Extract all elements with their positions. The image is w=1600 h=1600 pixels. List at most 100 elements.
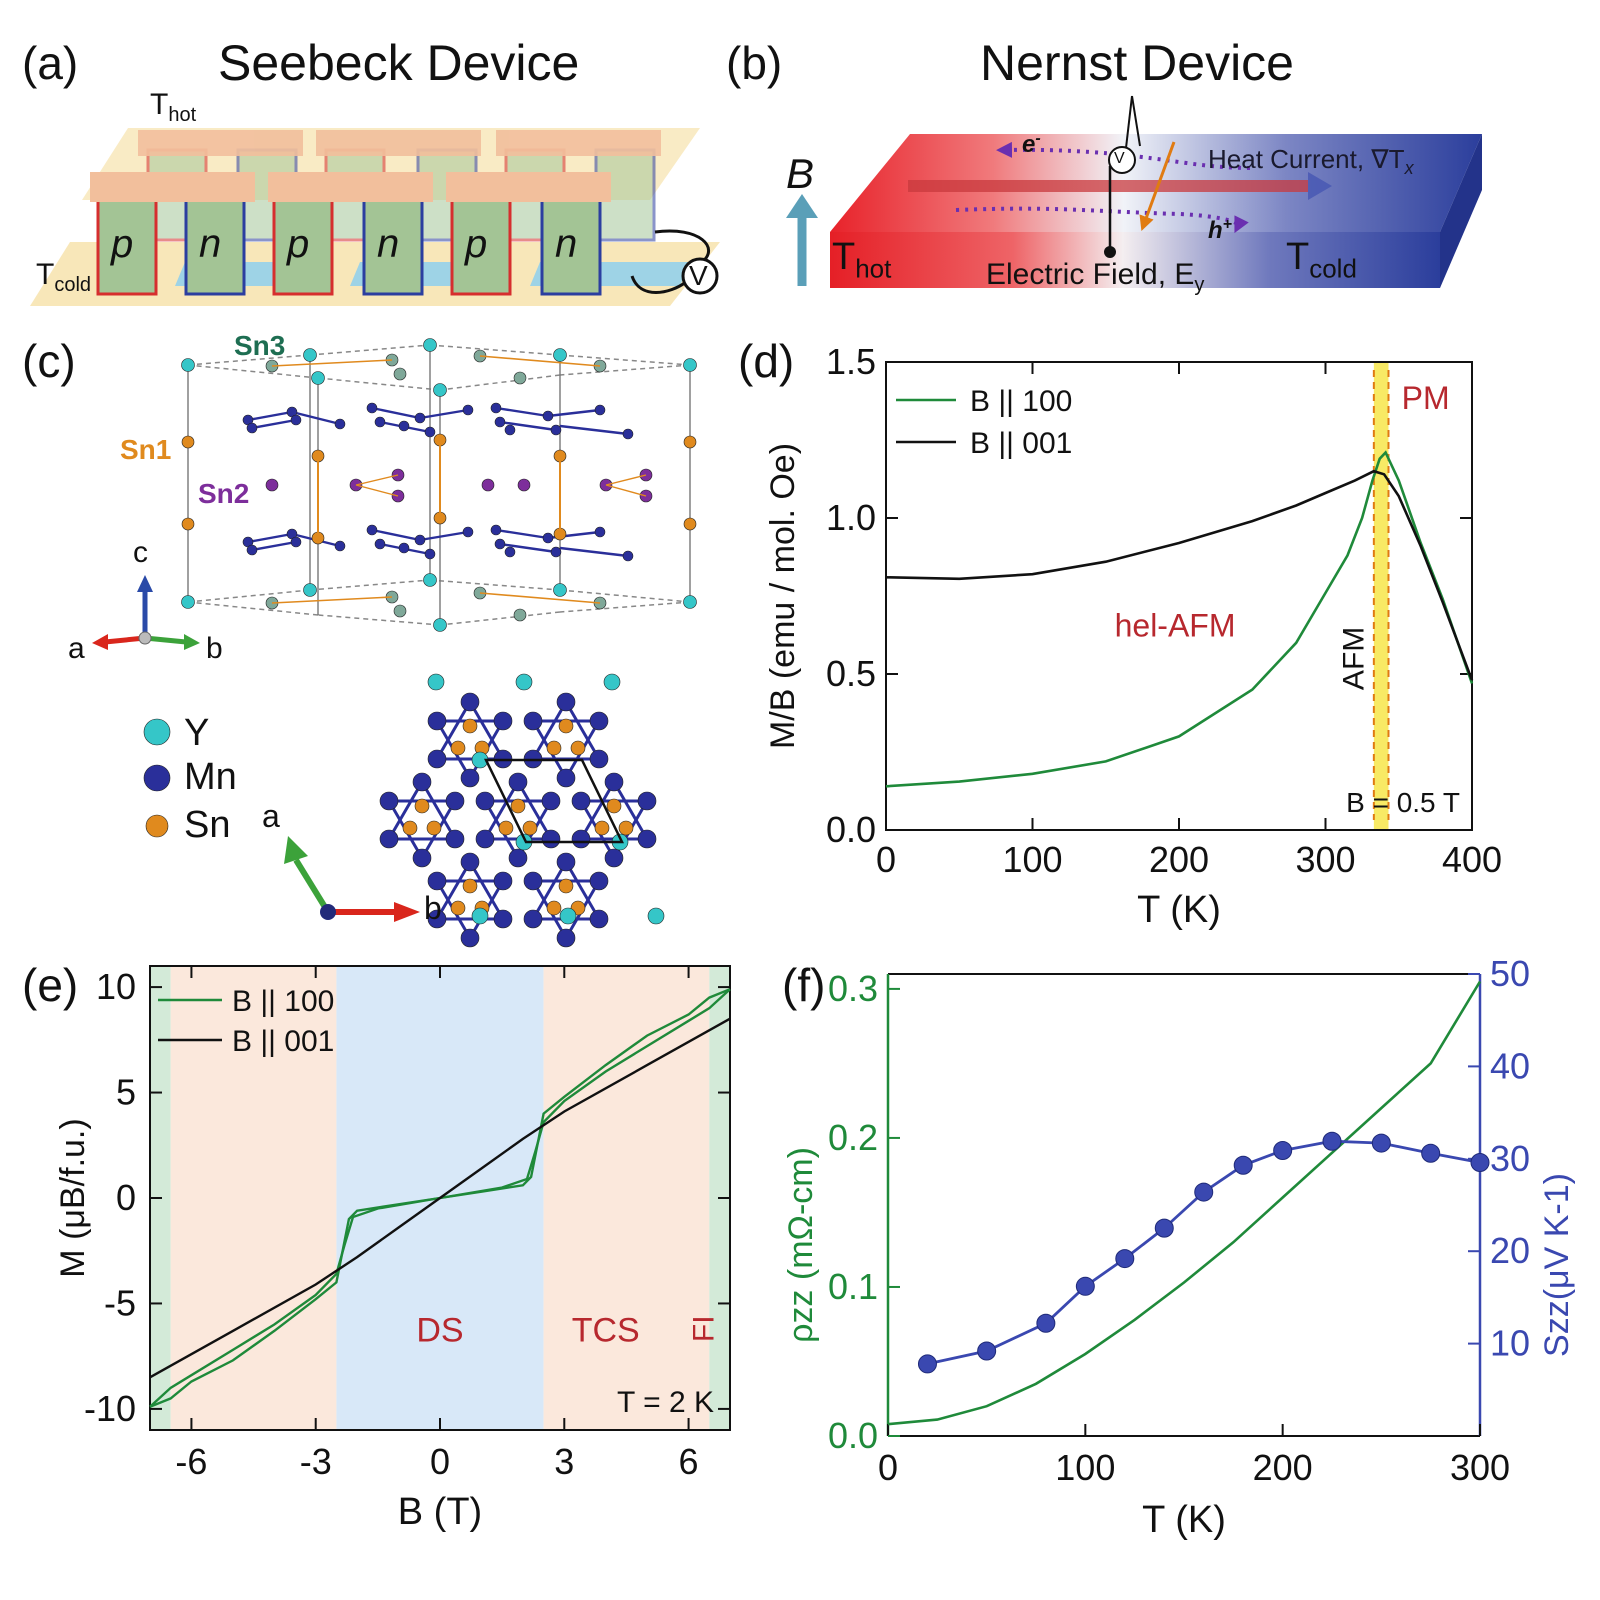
region-label-ds: DS [416,1311,463,1349]
bond [317,377,441,391]
x-tick-label: 0 [876,839,896,880]
bond [187,364,319,379]
t-cold-label: Tcold [36,258,92,296]
axis-b-arrow [144,635,187,645]
legend-label-0: B || 100 [232,985,334,1018]
sn-atom [510,798,526,814]
right-y-tick-label: 30 [1490,1138,1530,1179]
legend-mn-label: Mn [184,756,237,798]
y-atom [603,673,621,691]
axis-2d-b-label: b [424,890,442,926]
mn-atom [490,402,502,414]
bond [187,601,319,616]
mn-atom [290,414,302,426]
mn-atom [445,829,465,849]
axis-2d-a-label: a [262,798,280,834]
mn-atom [508,772,528,792]
mn-atom [589,749,609,769]
y-atom [303,348,317,362]
sn1-atom [181,517,195,531]
bond [291,410,341,426]
y-atom [553,583,567,597]
panel-f-label: (f) [782,959,826,1011]
y-atom [423,338,437,352]
mn-atom [604,772,624,792]
mn-atom [290,536,302,548]
x-tick-label: 3 [554,1441,574,1482]
y-tick-label: 10 [96,966,136,1007]
transition-band [1373,362,1389,830]
y-tick-label: 1.0 [826,497,876,538]
y-atom [433,383,447,397]
x-tick-label: 300 [1450,1447,1510,1488]
sn-atom [558,878,574,894]
chart-f: 0 100 200 300 0.0 0.1 0.2 0.3 10 20 30 40 50 T (K) ρzz… [782,960,1576,1541]
bond [309,579,431,591]
mn-atom [622,550,634,562]
legend-y-ball [143,718,171,746]
bond [429,344,561,356]
sn-atom [414,798,430,814]
mn-atom [556,928,576,948]
mn-atom [637,829,657,849]
sn2-atom [481,478,495,492]
y-tick-label: -10 [84,1388,136,1429]
bond [429,579,561,591]
region-tcs-1 [170,966,337,1430]
axis-2d-b-head [394,902,420,922]
leg-label-n3: n [555,222,578,266]
bond [559,601,691,613]
mn-atom [427,711,447,731]
t-hot-label: Thot [150,88,197,126]
bond [247,410,293,422]
right-y-tick-label: 50 [1490,960,1530,994]
bond [605,484,647,497]
mn-atom [556,692,576,712]
sn-atom [594,820,610,836]
x-tick-label: 0 [878,1447,898,1488]
legend-label-1: B || 001 [970,427,1072,460]
y-atom [471,907,489,925]
bond [271,359,393,367]
mn-atom [508,848,528,868]
mn-atom [374,416,386,428]
seebeck-point [1371,1133,1391,1153]
bond [547,408,601,418]
mn-atom [424,548,436,560]
right-y-tick-label: 10 [1490,1323,1530,1364]
axis-b-label: b [206,632,223,665]
sn-atom [522,820,538,836]
mn-atom [523,871,543,891]
panel-a: (a) Seebeck Device [0,0,760,320]
y-atom [311,371,325,385]
bond [247,532,293,544]
panel-e: (e) -6 -3 0 3 6 -10 -5 0 5 10 B (T) M (μB/f.u.) B ||… [0,959,760,1600]
mn-atom [594,404,606,416]
sn-atom [462,718,478,734]
bond [309,344,431,356]
seebeck-point [1233,1155,1253,1175]
nernst-t-cold-label: Tcold [1286,236,1357,284]
x-tick-label: 100 [1002,839,1062,880]
axis-2d-a-head [284,836,308,864]
bond [371,406,421,420]
y-atom [433,618,447,632]
unit-cell-outline [483,758,625,844]
mn-atom [398,420,410,432]
mn-atom [523,711,543,731]
sn3-atom [393,367,407,381]
sn2-label: Sn2 [198,478,250,509]
seebeck-point [1154,1218,1174,1238]
mn-atom [493,871,513,891]
bond [495,528,549,540]
mn-atom [637,791,657,811]
series-line-1 [885,469,1474,681]
mn-atom [398,542,410,554]
axis-2d-origin [320,904,336,920]
seebeck-point [1194,1182,1214,1202]
mn-atom [412,848,432,868]
mn-atom [504,546,516,558]
axis-origin [138,631,152,645]
sn1-atom [683,435,697,449]
panel-a-label: (a) [22,37,79,89]
